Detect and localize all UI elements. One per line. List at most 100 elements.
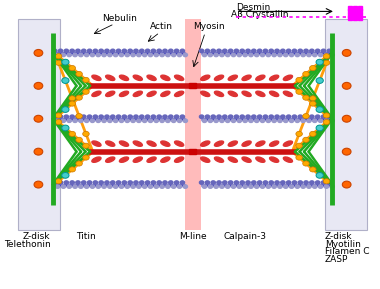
Circle shape [163,181,167,184]
Circle shape [93,115,98,118]
Circle shape [55,60,62,65]
Circle shape [200,181,204,184]
Ellipse shape [174,75,184,80]
Circle shape [281,181,285,184]
Text: Filamen C: Filamen C [325,247,369,256]
Circle shape [205,49,210,53]
Circle shape [83,143,89,148]
Circle shape [231,119,236,123]
Circle shape [275,49,279,53]
Ellipse shape [133,75,142,80]
Circle shape [315,115,320,118]
Circle shape [317,125,323,131]
Circle shape [327,115,331,118]
Ellipse shape [256,157,265,162]
Circle shape [62,107,69,112]
Circle shape [323,54,330,59]
Circle shape [169,49,173,53]
Circle shape [55,119,60,123]
Circle shape [177,119,182,123]
Circle shape [83,131,89,136]
Ellipse shape [228,157,238,162]
Circle shape [114,119,118,123]
Circle shape [228,181,233,184]
Circle shape [137,53,141,57]
Circle shape [96,53,100,57]
Circle shape [154,53,158,57]
Circle shape [174,49,179,53]
Circle shape [323,119,330,125]
Circle shape [228,49,233,53]
Circle shape [263,115,268,118]
Circle shape [69,167,76,172]
Circle shape [131,53,135,57]
Circle shape [258,49,262,53]
Circle shape [148,53,153,57]
Circle shape [160,185,164,188]
Circle shape [324,53,329,57]
Circle shape [134,49,138,53]
Ellipse shape [119,157,128,162]
Ellipse shape [133,91,142,97]
Circle shape [310,167,316,172]
Circle shape [303,95,309,100]
Ellipse shape [201,91,210,97]
Circle shape [83,89,89,94]
Text: Myosin: Myosin [193,23,225,32]
Circle shape [220,53,224,57]
Ellipse shape [174,91,184,97]
Circle shape [313,185,317,188]
Circle shape [111,115,115,118]
Circle shape [67,119,71,123]
Circle shape [79,53,83,57]
Circle shape [317,60,323,65]
Circle shape [272,185,276,188]
Circle shape [234,181,239,184]
Ellipse shape [161,141,170,146]
Ellipse shape [214,91,223,97]
Circle shape [275,115,279,118]
Circle shape [205,181,210,184]
Circle shape [220,185,224,188]
Circle shape [290,53,294,57]
Circle shape [139,115,144,118]
Circle shape [310,115,314,118]
Ellipse shape [214,157,223,162]
Circle shape [260,53,265,57]
Circle shape [177,53,182,57]
Ellipse shape [119,141,128,146]
Circle shape [243,53,247,57]
Circle shape [296,155,302,160]
Circle shape [292,115,297,118]
Circle shape [260,185,265,188]
Circle shape [166,119,170,123]
Circle shape [174,115,179,118]
Ellipse shape [147,141,156,146]
Circle shape [62,173,69,178]
Circle shape [64,181,68,184]
Circle shape [76,137,82,142]
Circle shape [324,185,329,188]
Text: Myotilin: Myotilin [325,240,361,249]
Circle shape [330,53,334,57]
Circle shape [62,125,69,131]
Bar [185,18,201,230]
Circle shape [99,49,103,53]
Ellipse shape [201,141,210,146]
Circle shape [278,119,282,123]
Circle shape [304,49,308,53]
Circle shape [316,78,323,84]
Circle shape [76,114,82,119]
Circle shape [205,115,210,118]
Circle shape [64,49,68,53]
Circle shape [240,115,244,118]
Circle shape [316,125,323,131]
Circle shape [125,185,130,188]
Circle shape [62,173,69,178]
Circle shape [342,115,351,122]
Circle shape [214,53,218,57]
Circle shape [330,119,334,123]
Circle shape [90,185,95,188]
Circle shape [116,49,121,53]
Circle shape [290,185,294,188]
